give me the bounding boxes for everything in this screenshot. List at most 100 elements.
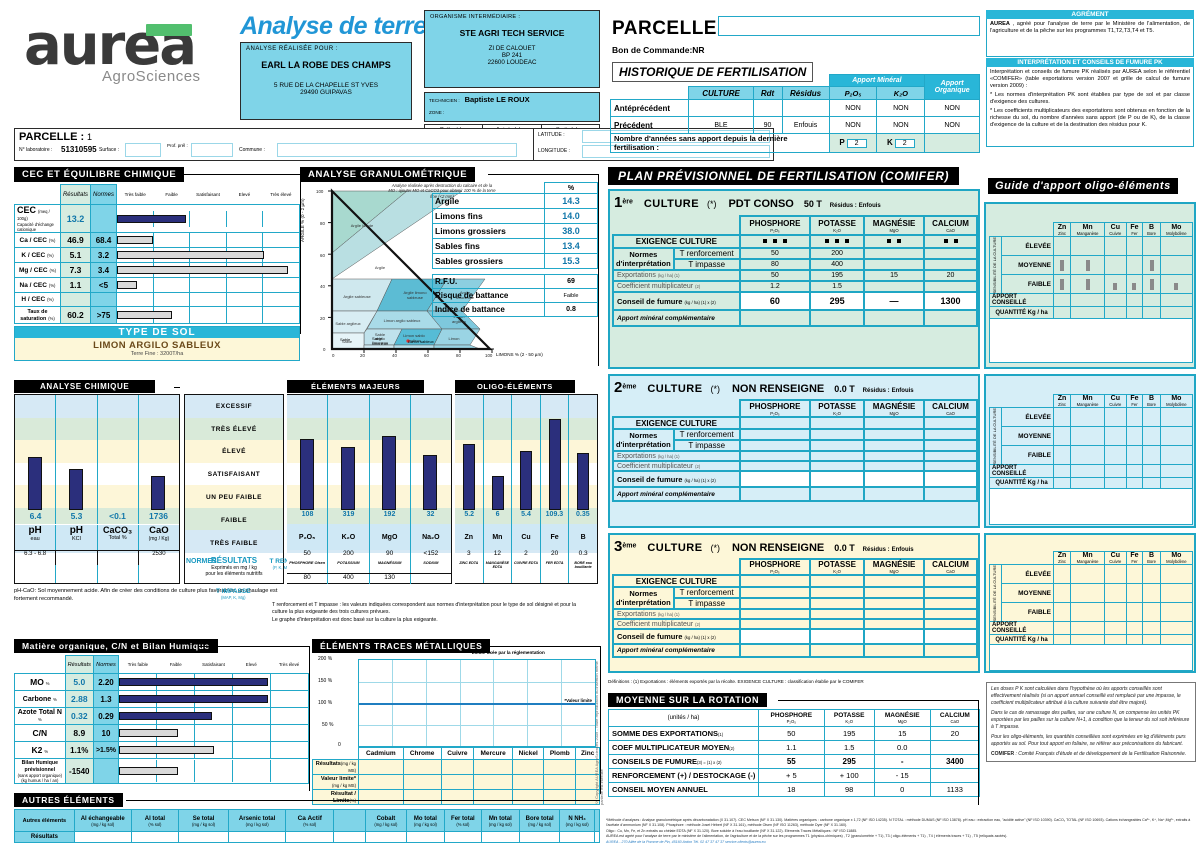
commune-field[interactable] — [277, 143, 517, 157]
culture-1-apport-0[interactable] — [738, 309, 812, 327]
granulo-extra-value-2: 0.8 — [544, 302, 598, 317]
autres-col-label-9: Mn total — [488, 815, 512, 822]
rotation-label-3: RENFORCEMENT (+) / DESTOCKAGE (-) — [612, 771, 756, 780]
culture-2-apport-0[interactable] — [738, 486, 812, 502]
scale-level-6: TRÈS FAIBLE — [210, 539, 258, 547]
culture-2-yield: 0.0 T — [834, 384, 855, 394]
oligo-name-3: Fe — [541, 524, 570, 550]
culture-3-table: PHOSPHORE P₂O₅ POTASSE K₂O MAGNÉSIE MgO CAL… — [612, 558, 978, 658]
mo-bar-1 — [119, 695, 269, 703]
historique-rdt-0 — [752, 99, 783, 117]
culture-2-apport-1[interactable] — [809, 486, 866, 502]
cec-row-label-5: H / CEC — [21, 296, 46, 303]
culture-1-coef-label: Coefficient multiplicateur — [617, 283, 694, 290]
oligo-bar-1 — [492, 475, 504, 510]
rotation-v-2-3: 3400 — [929, 754, 981, 769]
guide-oligo-table-2: Zn Zinc Mn Manganèse Cu Cuivre Fe Fer B Bore … — [989, 394, 1194, 526]
granulo-label-1: Limons fins — [432, 208, 545, 224]
rotation-sub-1: (2) — [729, 746, 735, 751]
historique-col-residus: Résidus — [781, 86, 830, 100]
guide2-level-2: FAIBLE — [1001, 445, 1054, 466]
mo-result-4: 1.1% — [64, 741, 94, 759]
side-note-1: Les doses P K sont calculées dans l'hypo… — [991, 686, 1181, 706]
guide-level-0: ÉLEVÉE — [1001, 235, 1054, 257]
svg-text:40: 40 — [320, 284, 325, 289]
cec-col-result: Résultats — [59, 184, 91, 205]
mo-norme-5 — [92, 758, 120, 784]
culture-2-nutrient-3: CALCIUM — [932, 401, 969, 411]
culture-1-exigence-1 — [809, 234, 866, 249]
autres-col-sub-9: (mg / kg sol) — [488, 821, 512, 827]
mo-label-2: Azote Total N — [17, 709, 62, 716]
cec-norme-0 — [89, 204, 118, 233]
oligo-bar-4 — [577, 452, 589, 510]
guide2-apport-row: APPORT CONSEILLÉ — [989, 464, 1194, 479]
culture-3-nutrient-header: PHOSPHORE P₂O₅ POTASSE K₂O MAGNÉSIE MgO CAL… — [613, 558, 978, 576]
culture-3-exports-sub: (kg / ha) (1) — [657, 611, 680, 617]
rotation-nutrient-sub-2: MgO — [897, 719, 907, 724]
guide2-quantite-row: QUANTITÉ Kg / ha — [989, 477, 1194, 490]
prof-field[interactable] — [191, 143, 233, 157]
culture-1-exigence-3 — [923, 234, 978, 249]
culture-2-coef-row: Coefficient multiplicateur (2) — [612, 460, 978, 472]
culture-1-apport-3[interactable] — [923, 309, 978, 327]
culture-1-apport-2[interactable] — [863, 309, 926, 327]
culture-2-apport-3[interactable] — [923, 486, 978, 502]
historique-footer-k-label: K — [887, 138, 893, 147]
autres-title: AUTRES ÉLÉMENTS — [14, 793, 123, 807]
historique-residus-1: Enfouis — [781, 116, 830, 134]
mo-scale-4: Très élevé — [278, 661, 300, 667]
culture-3-apport-2[interactable] — [863, 643, 926, 658]
chimique-sub-1: KCl — [71, 536, 81, 542]
autres-col-label-10: Bore total — [525, 815, 554, 822]
guide2-el-name-1: Manganèse — [1076, 402, 1099, 407]
culture-2-exports-3 — [923, 450, 978, 462]
guide-el-name-3: Fer — [1131, 230, 1138, 236]
etm-row: Valeur limite*(mg / kg MS) — [312, 774, 600, 790]
culture-3-residus: Enfouis — [891, 547, 914, 553]
guide2-apport-label: APPORT CONSEILLÉ — [989, 464, 1054, 479]
guide2-el-sym-0: Zn — [1057, 395, 1067, 402]
culture-2-timp-1 — [809, 439, 866, 452]
culture-3-apport-3[interactable] — [923, 643, 978, 658]
culture-2-apport-2[interactable] — [863, 486, 926, 502]
oligo-norme-4: 0.3 — [578, 550, 588, 557]
culture-3-coef-3 — [923, 618, 978, 630]
chimique-col-3: 1736 — [138, 511, 179, 521]
agrement-p2: * Les normes d'interprétation PK sont ét… — [990, 91, 1190, 105]
surface-field[interactable] — [125, 143, 161, 157]
culture-1-apport-1[interactable] — [809, 309, 866, 327]
cec-row-label-4: Na / CEC — [19, 281, 47, 289]
culture-3-apport-0[interactable] — [738, 643, 812, 658]
guide3-el-name-0: Zinc — [1058, 559, 1067, 564]
granulo-value-4: 15.3 — [544, 253, 598, 269]
culture-3-timp-label: T impasse — [672, 597, 741, 610]
culture-2-conseil-label: Conseil de fumure — [617, 474, 683, 484]
culture-2-nutrient-2: MAGNÉSIE — [872, 401, 916, 411]
historique-k-0: NON — [876, 99, 926, 117]
culture-2-exigence-1 — [809, 416, 866, 430]
scale-results-sub2: pour les éléments nutritifs — [205, 571, 263, 577]
culture-3-apport-1[interactable] — [809, 643, 866, 658]
historique-group-mineral: Apport Minéral — [828, 74, 926, 87]
culture-2-trenf-2 — [863, 428, 926, 441]
culture-3-timp-3 — [923, 597, 978, 610]
chimique-bar-3 — [151, 475, 165, 510]
guide-oligo-header-1: Zn Zinc Mn Manganèse Cu Cuivre Fe Fer B Bore … — [990, 222, 1194, 237]
culture-3-coef-row: Coefficient multiplicateur (2) — [612, 618, 978, 630]
scale-level-5: FAIBLE — [220, 516, 248, 524]
granulo-extra-value-1: Faible — [544, 288, 598, 303]
culture-1-star: (*) — [707, 199, 717, 209]
parcelle-right-input[interactable] — [718, 16, 980, 36]
guide-apport-row: APPORT CONSEILLÉ — [989, 293, 1194, 308]
guide2-level-0: ÉLEVÉE — [1001, 406, 1054, 428]
culture-1-nutrient-sub-2: MgO — [889, 227, 899, 233]
majeurs-sub-3: SODIUM — [423, 561, 439, 565]
oligo-name-4: B — [580, 533, 586, 541]
prof-label: Prof. prél : — [167, 143, 188, 148]
granulo-percent-header: % — [544, 182, 598, 194]
cec-norme-2: 3.2 — [89, 247, 118, 263]
guide-el-sym-2: Cu — [1110, 223, 1121, 231]
svg-text:argileux: argileux — [407, 338, 421, 343]
autres-row-label: Autres éléments — [14, 809, 75, 832]
